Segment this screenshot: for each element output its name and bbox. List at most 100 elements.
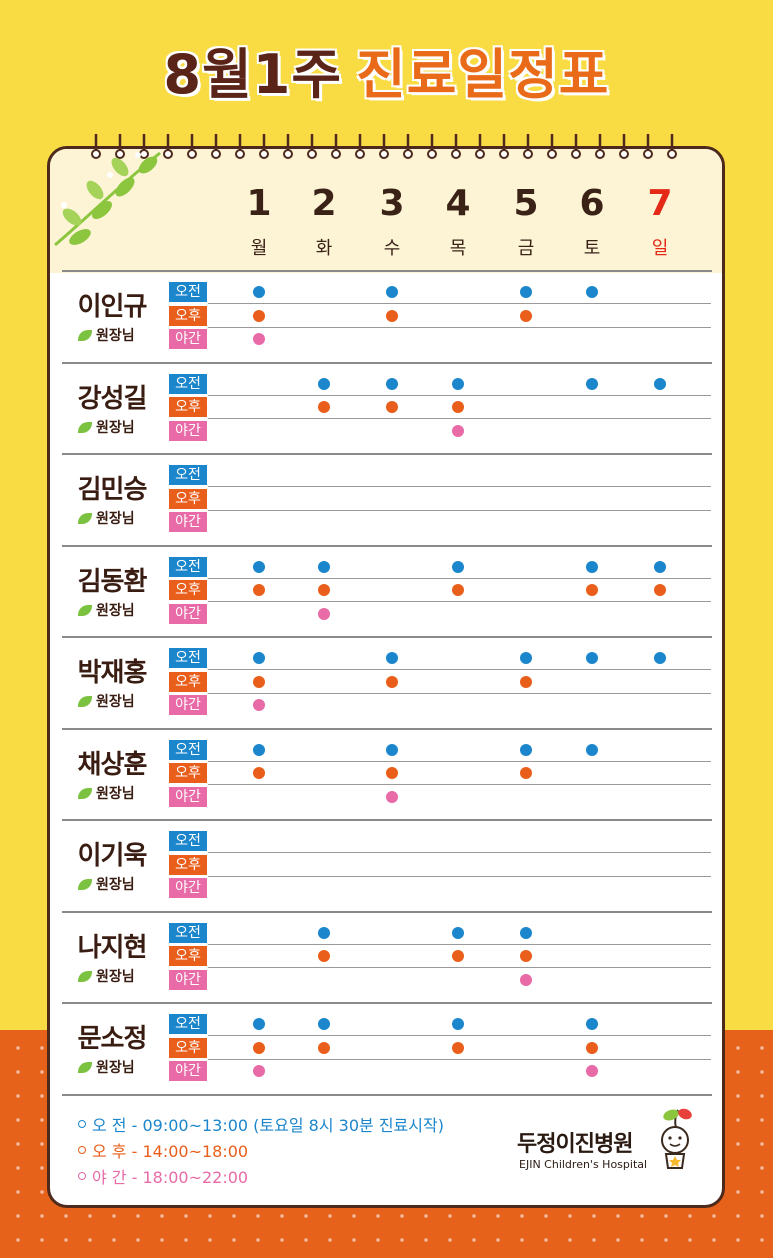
leaf-icon (78, 513, 92, 524)
schedule-dot-am (253, 743, 265, 756)
leaf-icon (78, 787, 92, 799)
leaf-icon (78, 1062, 92, 1073)
calendar-ring-icon (498, 132, 510, 162)
slot-label-am: 오전 (169, 922, 207, 943)
calendar-ring-icon (186, 132, 198, 162)
schedule-dot-pm (654, 584, 666, 596)
calendar-ring-icon (618, 132, 630, 162)
leaf-icon (78, 604, 92, 616)
slot-label-night: 야간 (169, 695, 207, 715)
doctor-name: 박재홍 (77, 658, 148, 688)
schedule-dot-pm (520, 767, 532, 779)
schedule-dot-am (586, 286, 598, 298)
doctor-title-text: 원장님 (96, 511, 135, 527)
doctor-separator (62, 270, 712, 272)
doctor-name: 문소정 (77, 1024, 148, 1054)
schedule-dot-night (253, 699, 265, 711)
doctor-title: 원장님 (78, 600, 135, 620)
doctor-separator (62, 636, 712, 638)
schedule-dot-pm (253, 675, 265, 688)
doctor-name: 김동환 (77, 566, 148, 597)
doctor-separator (62, 727, 712, 730)
row-divider (208, 967, 711, 968)
slot-label-pm: 오후 (169, 580, 207, 600)
slot-label-pm: 오후 (169, 946, 207, 966)
schedule-dot-night (318, 607, 330, 620)
slot-label-night: 야간 (169, 603, 207, 624)
slot-label-am: 오전 (169, 465, 207, 485)
schedule-dot-pm (452, 1041, 464, 1054)
day-weekday: 금 (517, 238, 535, 259)
schedule-dot-pm (253, 1041, 265, 1054)
title-week: 8월1주 (163, 42, 343, 107)
slot-label-night: 야간 (169, 786, 207, 807)
schedule-dot-am (452, 560, 464, 573)
hospital-name: 두정이진병원 (517, 1132, 633, 1157)
slot-label-am: 오전 (169, 739, 207, 760)
schedule-dot-am (586, 377, 598, 390)
calendar-ring-icon (522, 132, 534, 162)
legend-pm-text: 오 후 - 14:00~18:00 (92, 1142, 249, 1161)
slot-label-night: 야간 (169, 512, 207, 532)
schedule-dot-am (318, 926, 330, 939)
schedule-dot-pm (318, 950, 330, 962)
doctor-name: 김민승 (77, 475, 148, 505)
day-number: 5 (513, 183, 539, 224)
row-divider (208, 303, 711, 304)
slot-label-pm: 오후 (169, 1037, 207, 1058)
schedule-dot-pm (253, 584, 265, 596)
schedule-dot-night (386, 790, 398, 803)
slot-label-am: 오전 (169, 1014, 207, 1034)
schedule-dot-pm (386, 767, 398, 779)
row-divider (208, 394, 711, 396)
schedule-dot-pm (586, 584, 598, 596)
day-weekday: 월 (250, 238, 268, 259)
schedule-card (47, 146, 725, 1208)
leaf-icon (78, 421, 92, 433)
calendar-ring-icon (234, 132, 246, 162)
calendar-ring-icon (450, 132, 462, 162)
slot-label-am: 오전 (169, 648, 207, 668)
schedule-dot-am (318, 560, 330, 573)
calendar-ring-icon (474, 132, 486, 162)
slot-label-pm: 오후 (169, 671, 207, 692)
row-divider (208, 852, 711, 853)
schedule-dot-am (318, 1018, 330, 1030)
schedule-dot-pm (452, 584, 464, 596)
row-divider (208, 1058, 711, 1060)
leaf-icon (78, 330, 92, 341)
slot-label-am: 오전 (169, 556, 207, 577)
row-divider (208, 784, 711, 785)
calendar-ring-icon (594, 132, 606, 162)
schedule-dot-night (586, 1065, 598, 1077)
card-header-band (50, 149, 722, 273)
row-divider (208, 601, 711, 602)
doctor-title-text: 원장님 (96, 785, 135, 802)
schedule-dot-pm (318, 401, 330, 413)
day-weekday: 목 (449, 238, 467, 259)
schedule-dot-pm (386, 675, 398, 688)
row-divider (208, 326, 711, 328)
schedule-dot-am (386, 377, 398, 390)
leaf-icon (78, 879, 92, 890)
doctor-title: 원장님 (78, 508, 135, 528)
schedule-dot-pm (452, 950, 464, 962)
calendar-ring-icon (402, 132, 414, 162)
schedule-dot-night (520, 973, 532, 986)
row-divider (208, 418, 711, 419)
slot-label-pm: 오후 (169, 397, 207, 417)
row-divider (208, 943, 711, 945)
leaf-icon (78, 696, 92, 707)
calendar-ring-icon (666, 132, 678, 162)
day-weekday: 일 (651, 238, 669, 259)
slot-label-pm: 오후 (169, 763, 207, 783)
doctor-title: 원장님 (78, 966, 135, 986)
slot-label-pm: 오후 (169, 305, 207, 326)
legend-am-text: 오 전 - 09:00~13:00 (토요일 8시 30분 진료시작) (92, 1116, 444, 1135)
doctor-name: 채상훈 (77, 749, 148, 780)
schedule-dot-am (253, 560, 265, 573)
calendar-ring-icon (114, 132, 126, 162)
calendar-ring-icon (546, 132, 558, 162)
schedule-dot-am (520, 652, 532, 664)
calendar-ring-icon (162, 132, 174, 162)
